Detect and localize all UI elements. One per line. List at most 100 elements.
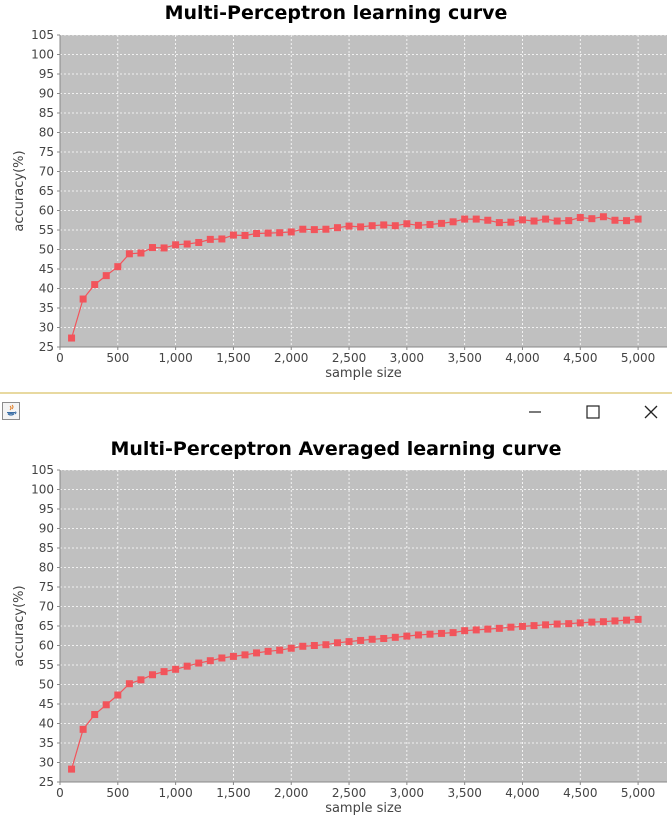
data-point [195, 659, 203, 667]
data-point [414, 221, 422, 229]
y-tick-label: 85 [39, 541, 54, 555]
data-point [542, 215, 550, 223]
y-tick-label: 45 [39, 697, 54, 711]
data-point [287, 228, 295, 236]
data-point [206, 235, 214, 243]
data-point [507, 218, 515, 226]
plot-area [60, 470, 667, 782]
data-point [403, 220, 411, 228]
x-tick-label: 4,000 [505, 351, 539, 365]
data-point [530, 217, 538, 225]
data-point [310, 226, 318, 234]
data-point [229, 652, 237, 660]
data-point [553, 217, 561, 225]
y-axis-label: accuracy(%) [12, 150, 27, 231]
y-tick-label: 80 [39, 126, 54, 140]
data-point [137, 676, 145, 684]
data-point [333, 224, 341, 232]
y-tick-label: 75 [39, 145, 54, 159]
data-point [495, 219, 503, 227]
data-point [357, 636, 365, 644]
data-point [495, 624, 503, 632]
y-tick-label: 60 [39, 204, 54, 218]
data-point [91, 711, 99, 719]
data-point [172, 665, 180, 673]
data-point [264, 229, 272, 237]
averaged-learning-curve-chart: 25 30 35 40 45 50 55 60 65 70 75 80 85 90 95 100 105 0 500… [12, 463, 667, 816]
data-point [472, 626, 480, 634]
data-point [79, 725, 87, 733]
data-point [322, 225, 330, 233]
data-point [299, 225, 307, 233]
data-point [542, 621, 550, 629]
close-button[interactable] [640, 402, 662, 424]
data-point [276, 646, 284, 654]
y-tick-label: 100 [31, 48, 54, 62]
y-tick-label: 35 [39, 736, 54, 750]
data-point [623, 217, 631, 225]
y-tick-label: 65 [39, 184, 54, 198]
minimize-button[interactable] [524, 402, 546, 424]
y-tick-label: 70 [39, 600, 54, 614]
data-point [611, 617, 619, 625]
data-point [218, 654, 226, 662]
data-point [599, 618, 607, 626]
y-tick-label: 105 [31, 463, 54, 477]
maximize-icon [586, 405, 600, 419]
data-point [287, 644, 295, 652]
data-point [253, 230, 261, 238]
data-point [391, 633, 399, 641]
maximize-button[interactable] [582, 402, 604, 424]
data-point [114, 263, 122, 271]
data-point [518, 216, 526, 224]
data-point [414, 631, 422, 639]
data-point [68, 765, 76, 773]
data-point [276, 229, 284, 237]
x-axis-label: sample size [325, 801, 402, 816]
y-tick-label: 30 [39, 321, 54, 335]
data-point [241, 231, 249, 239]
data-point [345, 638, 353, 646]
y-tick-label: 40 [39, 282, 54, 296]
data-point [368, 635, 376, 643]
x-tick-label: 1,500 [216, 786, 250, 800]
data-point [565, 217, 573, 225]
data-point [623, 616, 631, 624]
x-tick-label: 1,500 [216, 351, 250, 365]
x-tick-label: 5,000 [621, 786, 655, 800]
y-tick-label: 85 [39, 106, 54, 120]
data-point [426, 630, 434, 638]
data-point [241, 651, 249, 659]
y-tick-label: 50 [39, 678, 54, 692]
data-point [160, 244, 168, 252]
y-axis-label: accuracy(%) [12, 585, 27, 666]
y-tick-label: 35 [39, 301, 54, 315]
y-tick-label: 75 [39, 580, 54, 594]
data-point [137, 249, 145, 257]
data-point [588, 215, 596, 223]
data-point [148, 671, 156, 679]
data-point [449, 218, 457, 226]
data-point [172, 241, 180, 249]
data-point [125, 250, 133, 258]
chart-panel-top: Multi-Perceptron learning curve 25 30 35 40… [0, 0, 672, 392]
y-tick-label: 65 [39, 619, 54, 633]
data-point [195, 238, 203, 246]
y-tick-label: 30 [39, 756, 54, 770]
data-point [461, 627, 469, 635]
y-tick-label: 95 [39, 67, 54, 81]
chart-panel-bottom: Multi-Perceptron Averaged learning curve… [0, 436, 672, 825]
y-tick-label: 25 [39, 340, 54, 354]
y-tick-label: 105 [31, 28, 54, 42]
learning-curve-chart: 25 30 35 40 45 50 55 60 65 70 75 80 85 90 95 100 105 0 500… [12, 28, 667, 381]
data-point [634, 215, 642, 223]
y-tick-label: 45 [39, 262, 54, 276]
data-point [565, 620, 573, 628]
data-point [229, 231, 237, 239]
x-tick-label: 4,000 [505, 786, 539, 800]
minimize-icon [529, 411, 541, 413]
y-tick-label: 90 [39, 522, 54, 536]
window-title-bar[interactable] [0, 392, 672, 436]
y-tick-label: 70 [39, 165, 54, 179]
data-point [160, 668, 168, 676]
